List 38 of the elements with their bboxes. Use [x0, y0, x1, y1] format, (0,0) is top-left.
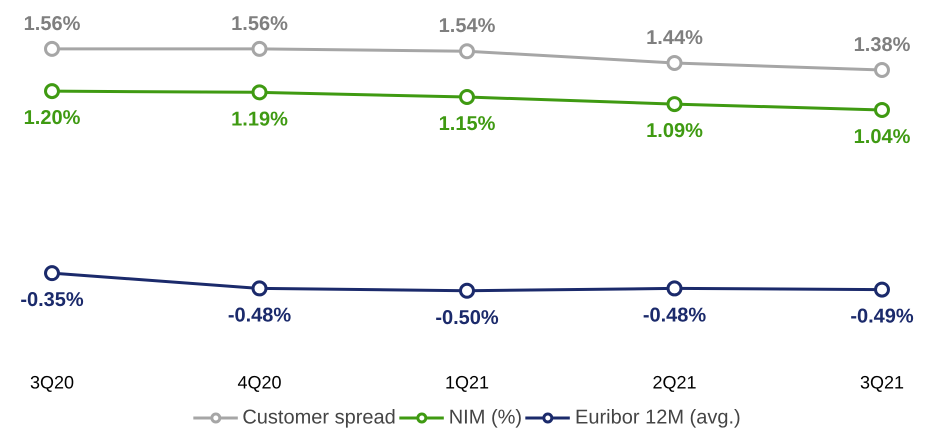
- point: [252, 84, 268, 100]
- point: [252, 280, 268, 296]
- point: [44, 265, 60, 282]
- point: [874, 62, 890, 78]
- point: [459, 43, 475, 60]
- data-label: 1.20%: [24, 107, 81, 130]
- data-label: 1.19%: [231, 108, 288, 130]
- point: [44, 83, 60, 100]
- data-label: -0.35%: [20, 289, 84, 312]
- x-tick-label: 3Q20: [30, 372, 74, 392]
- x-tick-label: 4Q20: [237, 372, 282, 392]
- data-label: 1.38%: [854, 34, 911, 56]
- point: [874, 282, 890, 298]
- point: [666, 54, 682, 71]
- point: [459, 282, 475, 299]
- x-tick-label: 2Q21: [652, 372, 697, 392]
- data-label: -0.50%: [435, 306, 499, 329]
- data-label: 1.54%: [438, 15, 496, 38]
- point: [666, 96, 682, 112]
- point: [874, 102, 890, 118]
- legend-label: Euribor 12M (avg.): [575, 406, 741, 429]
- data-label: 1.56%: [24, 12, 81, 35]
- x-tick-label: 3Q21: [860, 372, 904, 392]
- legend-label: NIM (%): [448, 406, 522, 429]
- x-tick-label: 1Q21: [444, 372, 490, 392]
- data-label: 1.56%: [231, 12, 288, 35]
- point: [459, 89, 475, 106]
- point: [252, 40, 268, 57]
- data-label: -0.48%: [228, 304, 292, 326]
- point: [44, 40, 60, 57]
- point: [666, 280, 682, 296]
- data-label: -0.49%: [850, 306, 914, 328]
- data-label: 1.04%: [854, 126, 911, 148]
- legend-label: Customer spread: [242, 406, 396, 429]
- data-label: -0.48%: [642, 304, 706, 326]
- data-label: 1.09%: [646, 120, 704, 142]
- data-label: 1.15%: [438, 113, 496, 136]
- data-label: 1.44%: [646, 26, 704, 49]
